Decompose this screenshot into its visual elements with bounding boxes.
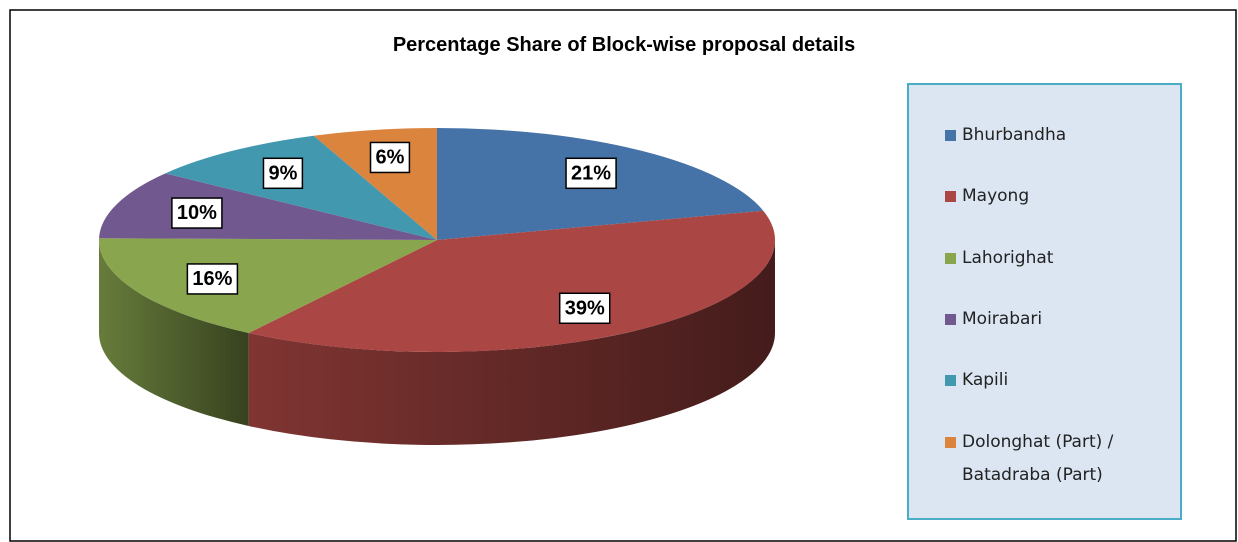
legend-item: Mayong [945,180,1160,213]
legend-swatch [945,375,956,387]
legend-swatch [945,436,956,448]
slice-side [99,240,249,427]
legend-item: Kapili [945,364,1160,397]
legend-item: Bhurbandha [945,119,1160,152]
data-label: 39% [565,297,605,319]
legend-label: Kapili [962,370,1009,391]
legend-swatch [945,191,956,203]
data-label-box [262,157,304,190]
legend-swatch [945,314,956,326]
data-label: 6% [376,146,405,168]
legend-item: Dolonghat (Part) / Batadraba (Part) [945,426,1160,492]
data-label-box [558,292,611,325]
legend-label: Dolonghat (Part) / Batadraba (Part) [962,431,1114,485]
legend-label: Moirabari [962,309,1043,330]
data-label-box [565,157,617,190]
legend: Bhurbandha Mayong Lahorighat Moirabari Kapil… [907,83,1182,520]
legend-swatch [945,252,956,264]
data-label-box [369,141,411,174]
chart-title: Percentage Share of Block-wise proposal … [393,34,855,56]
data-label: 9% [268,162,297,184]
legend-item: Lahorighat [945,242,1160,275]
legend-item: Moirabari [945,303,1160,336]
data-label: 21% [571,162,611,184]
legend-swatch [945,130,956,142]
data-label: 16% [192,268,232,290]
data-label-box [186,263,239,295]
data-label-box [171,197,223,229]
legend-label: Bhurbandha [962,125,1067,146]
slice [248,210,775,352]
legend-label: Mayong [962,186,1030,207]
data-label: 10% [177,202,217,224]
slice-side [248,240,775,445]
legend-label: Lahorighat [962,247,1054,268]
slice [99,238,438,334]
